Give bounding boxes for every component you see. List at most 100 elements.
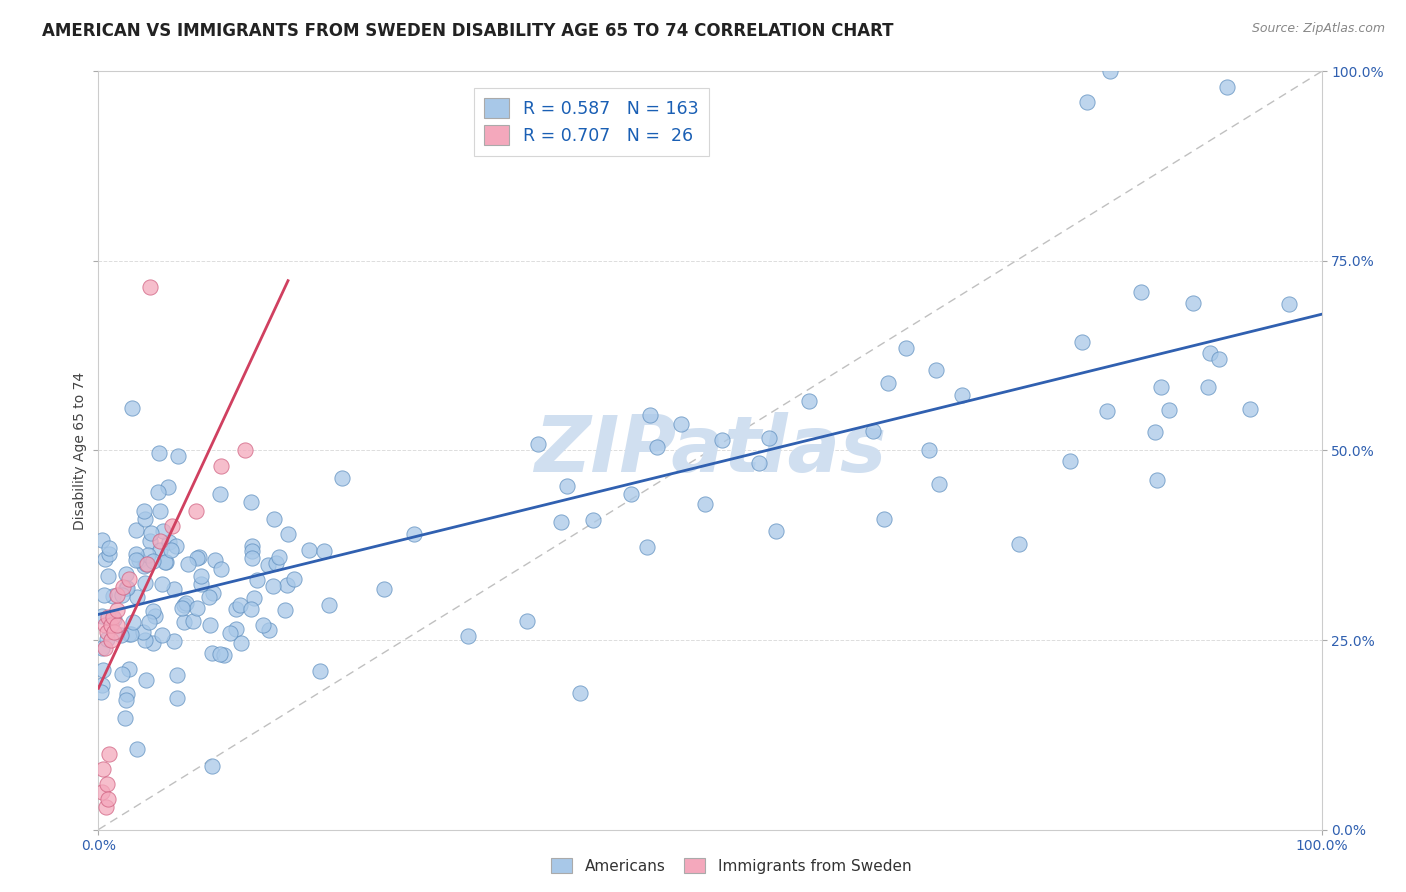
Point xyxy=(152,524,174,539)
Point xyxy=(209,458,232,473)
Point xyxy=(256,558,278,573)
Point xyxy=(134,576,156,591)
Point xyxy=(115,687,138,701)
Point xyxy=(135,557,157,571)
Point xyxy=(710,433,733,447)
Point xyxy=(373,582,395,596)
Point xyxy=(243,591,266,606)
Point xyxy=(297,542,319,557)
Point xyxy=(96,777,118,791)
Point xyxy=(1076,95,1098,109)
Point xyxy=(1216,79,1239,94)
Point xyxy=(209,487,232,501)
Point xyxy=(269,550,291,565)
Point xyxy=(160,519,183,533)
Point xyxy=(262,579,284,593)
Point xyxy=(555,479,578,493)
Point xyxy=(173,615,195,630)
Point xyxy=(176,596,198,610)
Point xyxy=(638,408,661,422)
Point xyxy=(103,611,125,625)
Point xyxy=(765,524,787,539)
Point xyxy=(1157,403,1180,417)
Point xyxy=(163,582,186,596)
Point xyxy=(122,615,145,629)
Point xyxy=(125,742,148,756)
Point xyxy=(125,523,148,537)
Point xyxy=(1059,454,1081,468)
Point xyxy=(188,549,211,564)
Point xyxy=(101,610,124,624)
Point xyxy=(527,436,550,450)
Point xyxy=(877,376,900,391)
Point xyxy=(1008,537,1031,551)
Point xyxy=(91,664,114,678)
Point xyxy=(277,527,299,541)
Point xyxy=(202,586,225,600)
Point xyxy=(165,539,187,553)
Point xyxy=(90,641,112,656)
Point xyxy=(1129,285,1152,300)
Point xyxy=(111,580,134,594)
Point xyxy=(190,577,212,591)
Point xyxy=(150,628,173,642)
Point xyxy=(1098,64,1121,78)
Point xyxy=(225,623,247,637)
Point xyxy=(136,548,159,562)
Point xyxy=(115,692,138,706)
Point xyxy=(231,636,253,650)
Point xyxy=(172,601,194,615)
Point xyxy=(105,588,128,602)
Point xyxy=(274,602,297,616)
Point xyxy=(146,485,169,500)
Y-axis label: Disability Age 65 to 74: Disability Age 65 to 74 xyxy=(73,371,87,530)
Point xyxy=(242,544,264,558)
Point xyxy=(124,552,146,566)
Point xyxy=(94,800,117,814)
Point xyxy=(93,552,115,566)
Point xyxy=(160,542,183,557)
Point xyxy=(139,280,162,294)
Point xyxy=(114,711,136,725)
Point xyxy=(186,600,208,615)
Point xyxy=(149,504,172,518)
Point xyxy=(925,363,948,377)
Point xyxy=(96,625,118,640)
Point xyxy=(125,547,148,561)
Point xyxy=(148,445,170,459)
Point xyxy=(669,417,692,431)
Point xyxy=(135,673,157,687)
Point xyxy=(93,640,115,655)
Point xyxy=(1239,401,1261,416)
Point xyxy=(96,632,118,646)
Point xyxy=(105,617,128,632)
Point xyxy=(457,629,479,643)
Point xyxy=(103,625,125,640)
Point xyxy=(402,527,425,541)
Point xyxy=(695,497,717,511)
Point xyxy=(97,548,120,562)
Point xyxy=(103,589,125,603)
Point xyxy=(118,627,141,641)
Point xyxy=(100,617,122,632)
Point xyxy=(93,588,115,602)
Point xyxy=(114,566,136,581)
Point xyxy=(143,609,166,624)
Point xyxy=(1146,473,1168,487)
Point xyxy=(134,512,156,526)
Point xyxy=(90,677,112,691)
Point xyxy=(198,591,221,605)
Point xyxy=(240,495,263,509)
Point xyxy=(894,342,917,356)
Point xyxy=(200,618,222,632)
Point xyxy=(167,449,190,463)
Point xyxy=(121,401,143,416)
Point xyxy=(115,582,138,596)
Point xyxy=(163,633,186,648)
Point xyxy=(225,602,247,616)
Point xyxy=(186,504,208,518)
Point xyxy=(138,615,160,629)
Legend: Americans, Immigrants from Sweden: Americans, Immigrants from Sweden xyxy=(546,852,917,880)
Point xyxy=(550,516,572,530)
Point xyxy=(120,627,142,641)
